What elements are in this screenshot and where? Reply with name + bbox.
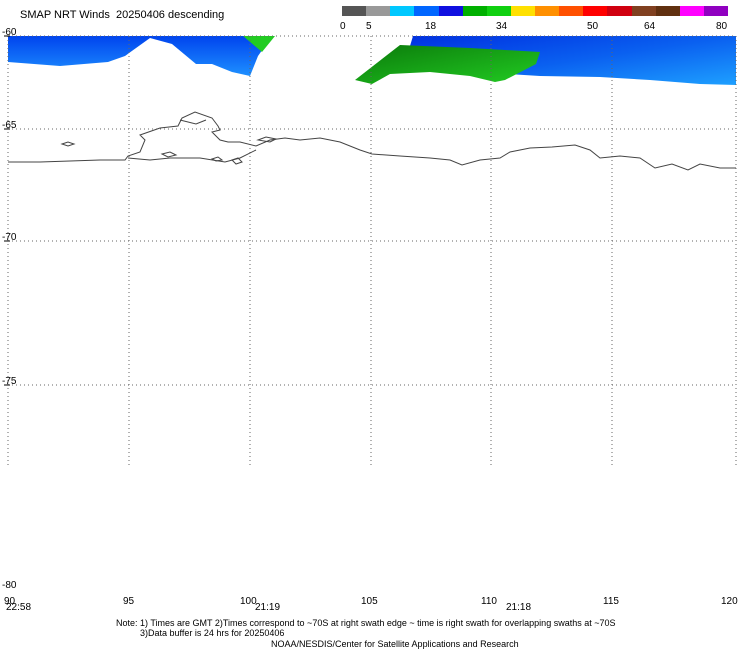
- colorbar-swatch: [583, 6, 608, 16]
- colorbar-swatch: [607, 6, 632, 16]
- colorbar-swatch: [438, 6, 463, 16]
- colorbar-swatch: [510, 6, 535, 16]
- colorbar-swatch: [462, 6, 487, 16]
- wind-swaths: [8, 36, 736, 85]
- credit-line: NOAA/NESDIS/Center for Satellite Applica…: [271, 639, 519, 649]
- title-pass: descending: [168, 9, 225, 21]
- colorbar-label-18: 18: [425, 21, 437, 32]
- colorbar-swatch: [631, 6, 656, 16]
- colorbar-label-64: 64: [644, 21, 656, 32]
- swath-time: 21:18: [506, 602, 532, 613]
- lat-label: -65: [2, 120, 17, 131]
- colorbar-swatches: [342, 6, 728, 16]
- lon-label: 90: [4, 596, 16, 607]
- swath-left-blue: [8, 36, 272, 76]
- colorbar: [342, 6, 728, 16]
- graticule: [7, 35, 737, 465]
- swath-left-green: [243, 36, 275, 52]
- colorbar-label-50: 50: [587, 21, 599, 32]
- colorbar-swatch: [342, 6, 367, 16]
- lon-label: 110: [481, 596, 497, 607]
- colorbar-swatch: [703, 6, 728, 16]
- colorbar-swatch: [414, 6, 439, 16]
- colorbar-swatch: [390, 6, 415, 16]
- lat-label: -60: [2, 27, 17, 38]
- colorbar-label-0: 0: [340, 21, 346, 32]
- swath-time: 22:58: [6, 602, 32, 613]
- lat-label: -75: [2, 376, 17, 387]
- colorbar-swatch: [655, 6, 680, 16]
- axis-ticks: [4, 35, 10, 386]
- colorbar-label-34: 34: [496, 21, 508, 32]
- colorbar-swatch: [559, 6, 584, 16]
- lon-label: 95: [123, 596, 135, 607]
- swath-time: 21:19: [255, 602, 281, 613]
- colorbar-swatch: [535, 6, 560, 16]
- title-date: 20250406: [115, 9, 165, 21]
- lon-label: 100: [240, 596, 257, 607]
- swath-right-green: [355, 45, 540, 84]
- note-line-1: Note: 1) Times are GMT 2)Times correspon…: [116, 618, 616, 628]
- antarctic-coastline: [8, 111, 736, 171]
- map-title: SMAP NRT Winds 20250406 descending: [20, 10, 224, 21]
- lon-label: 115: [603, 596, 619, 607]
- colorbar-label-80: 80: [716, 21, 728, 32]
- colorbar-swatch: [486, 6, 511, 16]
- colorbar-swatch: [366, 6, 391, 16]
- lon-label: 105: [361, 596, 378, 607]
- note-line-2: 3)Data buffer is 24 hrs for 20250406: [140, 628, 285, 638]
- lat-label: -80: [2, 580, 17, 591]
- lat-label: -70: [2, 232, 17, 243]
- colorbar-label-5: 5: [366, 21, 372, 32]
- title-product: SMAP NRT Winds: [20, 9, 110, 21]
- lon-label: 120: [721, 596, 738, 607]
- colorbar-swatch: [679, 6, 704, 16]
